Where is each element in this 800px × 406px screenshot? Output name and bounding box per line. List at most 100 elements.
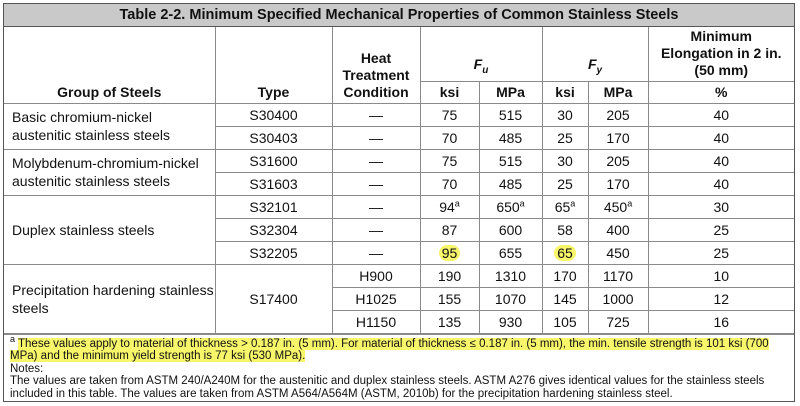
header-percent: % xyxy=(647,80,794,104)
fu-mpa-cell: 930 xyxy=(478,309,543,334)
highlighted-footnote: These values apply to material of thickn… xyxy=(10,337,769,362)
header-fu-ksi: ksi xyxy=(420,80,480,104)
heat-cell: — xyxy=(331,125,421,150)
header-fu-mpa: MPa xyxy=(478,80,543,104)
table-row: Duplex stainless steels S32101 — 94a 650… xyxy=(4,194,794,265)
fy-ksi-cell: 25 xyxy=(541,171,589,196)
fy-mpa-cell: 1170 xyxy=(587,263,649,288)
group-molybdenum: Molybdenum-chromium-nickel austenitic st… xyxy=(4,148,216,196)
table-notes: a These values apply to material of thic… xyxy=(4,333,794,401)
header-type: Type xyxy=(214,27,333,104)
heat-cell: — xyxy=(331,217,421,242)
heat-cell: H1150 xyxy=(332,309,421,334)
header-fy: Fy xyxy=(541,27,649,82)
fy-ksi-cell: 170 xyxy=(541,263,589,288)
footnote-mark: a xyxy=(627,197,633,208)
table-row: Basic chromium-nickel austenitic stainle… xyxy=(4,102,794,150)
properties-table: Group of Steels Type Heat Treatment Cond… xyxy=(4,27,794,334)
fu-mpa-cell: 515 xyxy=(478,148,543,173)
header-elongation: Minimum Elongation in 2 in. (50 mm) xyxy=(647,27,794,82)
heat-cell: H1025 xyxy=(332,286,421,311)
fy-mpa-cell: 170 xyxy=(587,171,649,196)
elong-cell: 16 xyxy=(647,309,794,334)
heat-cell: — xyxy=(331,171,421,196)
fu-ksi-cell: 70 xyxy=(419,171,480,196)
fu-mpa-cell: 1310 xyxy=(478,263,543,288)
heat-cell: — xyxy=(331,240,421,265)
highlighted-value: 65 xyxy=(554,244,576,261)
fu-ksi-cell: 94a xyxy=(419,194,480,219)
fu-ksi-cell: 135 xyxy=(419,309,480,334)
type-cell: S31600 xyxy=(214,148,333,173)
fu-ksi-cell: 95 xyxy=(419,240,480,265)
fy-mpa-cell: 205 xyxy=(587,102,649,127)
table-frame: Table 2-2. Minimum Specified Mechanical … xyxy=(3,3,795,402)
header-fy-mpa: MPa xyxy=(587,80,649,104)
table-row: Molybdenum-chromium-nickel austenitic st… xyxy=(4,148,794,196)
fu-ksi-cell: 70 xyxy=(419,125,480,150)
fu-mpa-cell: 655 xyxy=(478,240,543,265)
fy-ksi-cell: 30 xyxy=(541,102,589,127)
table-row: S31603 — 70 485 25 170 40 xyxy=(4,171,794,196)
header-fu: Fu xyxy=(419,27,543,82)
heat-cell: — xyxy=(331,102,421,127)
fy-mpa-cell: 450a xyxy=(587,194,649,219)
fy-mpa-cell: 170 xyxy=(587,125,649,150)
fu-mpa-cell: 515 xyxy=(478,102,543,127)
fy-ksi-cell: 145 xyxy=(541,286,589,311)
type-cell: S31603 xyxy=(215,171,333,196)
footnote-mark: a xyxy=(570,197,576,208)
fy-mpa-cell: 1000 xyxy=(587,286,649,311)
heat-cell: H900 xyxy=(331,263,421,288)
fu-mpa-cell: 485 xyxy=(478,171,543,196)
table-row: Precipitation hardening stainless steels… xyxy=(4,263,794,334)
fy-mpa-cell: 205 xyxy=(587,148,649,173)
fy-ksi-cell: 58 xyxy=(541,217,589,242)
fu-ksi-cell: 190 xyxy=(419,263,480,288)
elong-cell: 40 xyxy=(647,102,794,127)
table-row: H1150 135 930 105 725 16 xyxy=(4,309,794,334)
type-cell: S32101 xyxy=(214,194,333,219)
type-cell: S32205 xyxy=(215,240,333,265)
fu-ksi-cell: 87 xyxy=(419,217,480,242)
type-cell: S17400 xyxy=(214,263,333,334)
footnote-mark: a xyxy=(454,197,460,208)
elong-cell: 25 xyxy=(647,240,794,265)
footnote-a: a These values apply to material of thic… xyxy=(10,333,769,362)
fu-mpa-cell: 1070 xyxy=(478,286,543,311)
fy-mpa-cell: 450 xyxy=(587,240,649,265)
table-title: Table 2-2. Minimum Specified Mechanical … xyxy=(4,4,794,27)
header-group: Group of Steels xyxy=(4,27,216,104)
table-row: S32205 — 95 655 65 450 25 xyxy=(4,240,794,265)
fu-ksi-cell: 75 xyxy=(419,148,480,173)
elong-cell: 40 xyxy=(647,148,794,173)
fy-mpa-cell: 725 xyxy=(587,309,649,334)
fu-mpa-cell: 485 xyxy=(478,125,543,150)
table-row: H1025 155 1070 145 1000 12 xyxy=(4,286,794,311)
fu-ksi-cell: 155 xyxy=(419,286,480,311)
fy-ksi-cell: 65a xyxy=(541,194,589,219)
header-heat-treatment: Heat Treatment Condition xyxy=(331,27,421,104)
heat-cell: — xyxy=(331,194,421,219)
elong-cell: 40 xyxy=(647,171,794,196)
elong-cell: 25 xyxy=(647,217,794,242)
type-cell: S30403 xyxy=(215,125,333,150)
fy-ksi-cell: 30 xyxy=(541,148,589,173)
header-fy-ksi: ksi xyxy=(541,80,589,104)
elong-cell: 10 xyxy=(647,263,794,288)
type-cell: S30400 xyxy=(214,102,333,127)
fy-ksi-cell: 105 xyxy=(541,309,589,334)
elong-cell: 40 xyxy=(647,125,794,150)
group-precipitation: Precipitation hardening stainless steels xyxy=(4,263,216,334)
notes-text: The values are taken from ASTM 240/A240M… xyxy=(10,375,765,400)
elong-cell: 30 xyxy=(647,194,794,219)
fu-ksi-cell: 75 xyxy=(419,102,480,127)
fy-mpa-cell: 400 xyxy=(587,217,649,242)
notes-label: Notes: xyxy=(10,362,44,375)
group-duplex: Duplex stainless steels xyxy=(4,194,216,265)
fu-mpa-cell: 600 xyxy=(478,217,543,242)
fy-ksi-cell: 65 xyxy=(541,240,589,265)
type-cell: S32304 xyxy=(215,217,333,242)
elong-cell: 12 xyxy=(647,286,794,311)
footnote-mark: a xyxy=(519,197,525,208)
